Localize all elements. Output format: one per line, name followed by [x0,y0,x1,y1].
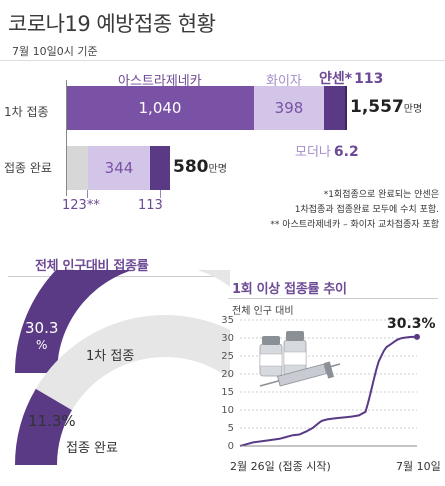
line-ytick-label: 35 [221,315,234,326]
tick-janssen [160,190,161,198]
donut-first-dose-slice [15,270,133,373]
bar-first-moderna [345,86,347,130]
line-ylabel: 전체 인구 대비 [232,306,294,317]
donut-first-dose-label: 1차 접종 [86,349,135,364]
bar-completed-janssen [150,146,170,190]
donut-charts [15,270,230,465]
legend-astrazeneca: 아스트라제네카 [118,74,202,89]
line-xlabel-end: 7월 10일 [396,460,441,473]
line-ytick-label: 10 [221,405,234,416]
line-ytick-label: 5 [228,423,234,434]
line-end-label: 30.3% [387,316,436,332]
total-first-dose: 1,557만명 [350,97,423,117]
bar-completed-astrazeneca [66,146,88,190]
bar-first-astrazeneca: 1,040 [66,86,254,130]
line-ytick-label: 0 [228,441,234,452]
line-ytick-label: 25 [221,351,234,362]
bar-completed-pfizer: 344 [88,146,150,190]
line-ytick-label: 15 [221,387,234,398]
footnote: *1회접종으로 완료되는 얀센은 1차접종과 접종완료 모두에 수치 포함. *… [270,190,439,230]
date-label: 7월 10일0시 기준 [12,45,98,58]
label-completed-janssen: 113 [138,198,163,213]
legend-pfizer: 화이자 [266,74,302,89]
legend-moderna: 모더나 6.2 [295,144,359,160]
donut-completed-slice [15,388,72,465]
bar-first-pfizer: 398 [254,86,324,130]
line-section-title: 1회 이상 접종률 추이 [232,282,347,297]
header-divider [0,60,445,61]
tick-az [87,190,88,198]
line-ytick-label: 20 [221,369,234,380]
donut-completed-value: 11.3% [28,412,76,430]
legend-janssen: 얀센* 113 [319,71,384,87]
total-completed: 580만명 [173,157,227,177]
category-completed: 접종 완료 [4,161,52,175]
line-series [239,335,417,447]
label-completed-astrazeneca: 123** [62,198,100,213]
line-ytick-label: 30 [221,333,234,344]
bar-axis [66,80,67,196]
syringe-icon [259,361,341,387]
line-end-point [414,333,420,340]
donut-completed-track [15,315,230,465]
line-chart: 0 5 10 15 20 25 30 35 [221,315,420,452]
category-first-dose: 1차 접종 [4,105,49,119]
page-title: 코로나19 예방접종 현황 [8,12,216,36]
line-xlabel-start: 2월 26일 (접종 시작) [230,460,331,473]
donut-completed-label: 접종 완료 [66,441,118,456]
donut-first-dose-value: 30.3 % [25,319,59,353]
bar-first-janssen [324,86,345,130]
vaccine-vials-icon [259,331,307,377]
line-section-divider [228,298,438,299]
